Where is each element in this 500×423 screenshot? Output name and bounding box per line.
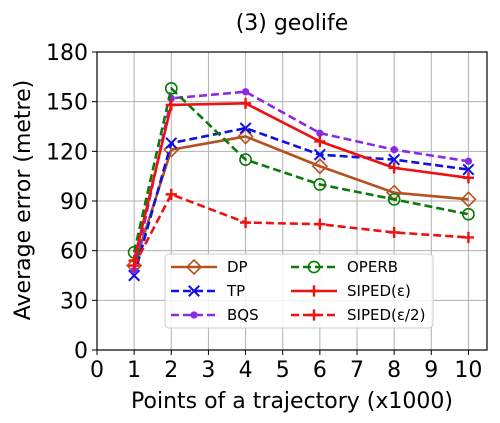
data-point [128,259,140,272]
x-axis-label: Points of a trajectory (x1000) [131,389,453,414]
data-point [462,172,475,184]
legend-marker [308,309,320,321]
legend-marker [188,285,200,297]
legend-label: TP [226,282,245,300]
series-line [132,126,469,276]
data-point [313,178,327,191]
data-point [239,97,252,109]
y-tick-label: 90 [60,190,88,215]
y-tick-label: 30 [60,289,88,314]
legend-label: OPERB [347,258,398,276]
legend-label: DP [227,258,248,276]
data-point [128,269,141,282]
x-tick-label: 0 [90,358,104,383]
x-tick-label: 4 [239,358,253,383]
data-point [464,157,473,165]
data-point [460,191,477,208]
data-point [241,88,250,96]
data-point [165,188,177,200]
data-point [387,192,401,206]
data-point [390,146,398,154]
data-point [316,129,324,137]
data-point [165,99,177,111]
legend-label: SIPED(ε/2) [347,306,425,324]
data-point [388,153,401,166]
x-tick-label: 3 [201,358,215,383]
x-tick-label: 10 [454,358,482,383]
data-point [314,218,326,230]
y-tick-label: 0 [74,339,88,364]
data-point [165,137,178,150]
y-tick-label: 120 [46,140,88,165]
data-point [388,226,400,239]
data-point [237,128,254,145]
series-layer [126,82,477,282]
data-point [164,82,178,95]
data-point [239,216,252,229]
x-tick-label: 6 [313,358,327,383]
chart-title: (3) geolife [236,11,349,36]
legend-marker [308,285,320,297]
data-point [239,122,252,135]
legend-marker [190,311,198,319]
x-tick-label: 1 [127,358,141,383]
y-tick-label: 60 [60,240,88,265]
data-point [313,148,326,161]
series-line [132,102,469,261]
series-line [132,90,469,271]
series-1 [128,122,475,282]
series-line [132,87,469,253]
series-2 [130,88,473,275]
data-point [314,135,326,147]
legend-marker [185,258,203,276]
data-point [462,231,475,244]
data-point [239,153,252,167]
series-line [132,193,469,267]
x-tick-label: 2 [164,358,178,383]
series-5 [128,188,475,272]
legend-label: SIPED(ε) [347,282,411,300]
series-3 [127,82,475,259]
x-tick-label: 8 [387,358,401,383]
y-tick-label: 150 [46,91,88,116]
legend-label: BQS [227,306,259,324]
x-tick-label: 7 [350,358,364,383]
legend-marker [307,260,321,274]
y-axis-label: Average error (metre) [11,80,36,320]
data-point [462,163,475,176]
data-point [462,207,475,221]
data-point [311,158,328,175]
data-point [388,162,400,174]
x-tick-label: 5 [276,358,290,383]
legend: DP TP BQS OPERB SIPED(ε) SIPED(ε/2) [164,253,434,329]
y-tick-label: 180 [46,41,88,66]
x-tick-label: 9 [424,358,438,383]
